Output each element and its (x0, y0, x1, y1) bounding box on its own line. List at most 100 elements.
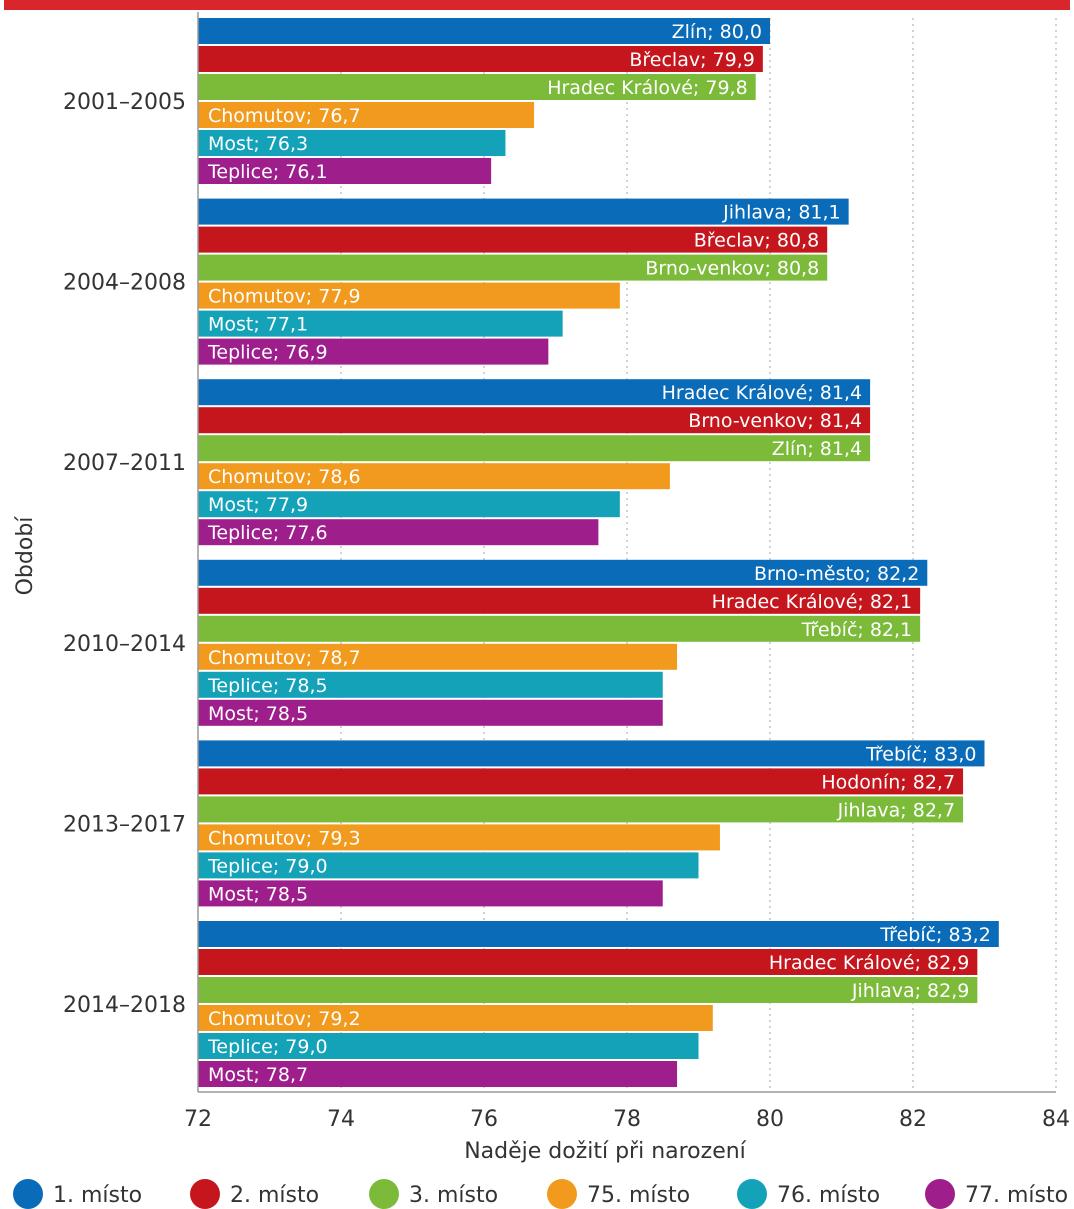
legend-label: 75. místo (587, 1183, 690, 1208)
bar-data-label: Teplice; 79,0 (207, 855, 328, 877)
bar (198, 18, 770, 44)
bar-data-label: Brno-venkov; 81,4 (688, 410, 862, 432)
category-label: 2010–2014 (63, 632, 186, 657)
bar-data-label: Hodonín; 82,7 (821, 771, 955, 793)
bar-data-label: Most; 77,1 (208, 314, 308, 336)
bar-data-label: Třebíč; 83,0 (865, 743, 976, 765)
category-label: 2013–2017 (63, 812, 186, 837)
bar (198, 699, 663, 726)
legend-label: 76. místo (777, 1183, 880, 1208)
bar-data-label: Břeclav; 80,8 (694, 230, 819, 252)
category-label: 2007–2011 (63, 451, 186, 476)
bar-data-label: Jihlava; 82,9 (851, 980, 969, 1002)
bar (198, 435, 871, 462)
bar-data-label: Most; 77,9 (208, 494, 308, 516)
category-label: 2001–2005 (63, 90, 186, 115)
bar (198, 796, 964, 823)
bar (198, 921, 999, 947)
x-tick-label: 72 (184, 1107, 212, 1132)
bar-data-label: Jihlava; 81,1 (722, 202, 840, 224)
legend-label: 77. místo (965, 1183, 1068, 1208)
bar (198, 824, 720, 851)
bar (198, 74, 756, 100)
bar (198, 671, 663, 698)
bar (198, 254, 828, 281)
bar (198, 880, 663, 907)
bar-data-label: Hradec Králové; 82,9 (769, 952, 969, 974)
bar (198, 46, 763, 72)
bar (198, 768, 964, 795)
legend-swatch (737, 1179, 767, 1209)
bar (198, 198, 849, 225)
bar (198, 158, 492, 184)
axes: 72 74 76 78 80 82 84 2001–2005 2004–2008 2007–201… (63, 12, 1070, 1132)
legend-swatch (13, 1179, 43, 1209)
bar (198, 949, 978, 975)
bar-data-label: Teplice; 76,9 (207, 342, 328, 364)
bar-data-label: Břeclav; 79,9 (629, 49, 754, 71)
x-tick-label: 82 (899, 1107, 927, 1132)
bar-data-label: Chomutov; 79,2 (208, 1008, 361, 1030)
bar-data-label: Jihlava; 82,7 (837, 799, 955, 821)
category-label: 2004–2008 (63, 271, 186, 296)
bar-data-label: Brno-venkov; 80,8 (645, 258, 819, 280)
bar (198, 615, 921, 642)
bar (198, 643, 678, 670)
bar-data-label: Chomutov; 78,6 (208, 466, 361, 488)
bar-data-label: Třebíč; 82,1 (801, 619, 912, 641)
bar-data-label: Teplice; 78,5 (207, 675, 328, 697)
bar (198, 463, 670, 490)
bar-data-label: Hradec Králové; 79,8 (547, 77, 747, 99)
bar-data-label: Chomutov; 76,7 (208, 105, 361, 127)
bar-data-label: Most; 78,5 (208, 703, 308, 725)
x-axis-title: Naděje dožití při narození (464, 1139, 746, 1164)
bar (198, 491, 620, 518)
bar-data-label: Chomutov; 78,7 (208, 647, 361, 669)
bar-data-label: Most; 78,5 (208, 883, 308, 905)
gridlines (340, 18, 1057, 1092)
bar (198, 226, 828, 253)
bars: Zlín; 80,0 Břeclav; 79,9 Hradec Králové; 7… (198, 18, 999, 1087)
bar (198, 310, 563, 337)
legend-swatch (547, 1179, 577, 1209)
x-tick-label: 74 (327, 1107, 355, 1132)
legend-swatch (369, 1179, 399, 1209)
bar-data-label: Chomutov; 79,3 (208, 827, 361, 849)
bar (198, 740, 985, 767)
x-tick-label: 80 (756, 1107, 784, 1132)
legend-label: 1. místo (53, 1183, 142, 1208)
legend-label: 3. místo (409, 1183, 498, 1208)
bar (198, 559, 928, 586)
bar-data-label: Teplice; 77,6 (207, 522, 328, 544)
bar (198, 102, 535, 128)
x-tick-label: 76 (470, 1107, 498, 1132)
bar-data-label: Teplice; 76,1 (207, 161, 328, 183)
category-label: 2014–2018 (63, 993, 186, 1018)
legend-swatch (190, 1179, 220, 1209)
bar (198, 1033, 699, 1059)
x-tick-label: 78 (613, 1107, 641, 1132)
bar (198, 587, 921, 614)
bar-data-label: Teplice; 79,0 (207, 1036, 328, 1058)
bar-data-label: Chomutov; 77,9 (208, 286, 361, 308)
header-band (4, 0, 1070, 10)
bar (198, 1005, 713, 1031)
legend: 1. místo 2. místo 3. místo 75. místo 76. mís… (13, 1179, 1068, 1209)
bar (198, 977, 978, 1003)
bar-data-label: Brno-město; 82,2 (754, 563, 919, 585)
bar-data-label: Zlín; 81,4 (772, 438, 862, 460)
legend-label: 2. místo (230, 1183, 319, 1208)
legend-swatch (925, 1179, 955, 1209)
bar (198, 282, 620, 309)
x-tick-label: 84 (1042, 1107, 1070, 1132)
bar-data-label: Hradec Králové; 82,1 (712, 591, 912, 613)
bar-data-label: Třebíč; 83,2 (879, 924, 990, 946)
bar (198, 1061, 678, 1087)
bar-data-label: Zlín; 80,0 (672, 21, 762, 43)
bar (198, 379, 871, 406)
bar (198, 130, 506, 156)
bar-data-label: Most; 76,3 (208, 133, 308, 155)
bar (198, 519, 599, 546)
